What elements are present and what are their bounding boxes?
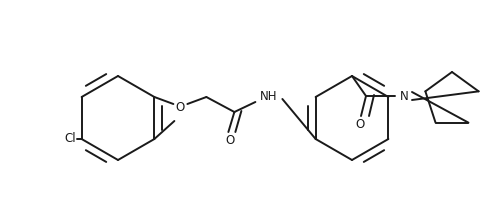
Text: O: O (356, 117, 365, 130)
Text: O: O (226, 133, 235, 147)
Text: N: N (399, 89, 408, 103)
Text: NH: NH (259, 89, 277, 103)
Text: O: O (176, 101, 185, 113)
Text: Cl: Cl (64, 132, 76, 146)
